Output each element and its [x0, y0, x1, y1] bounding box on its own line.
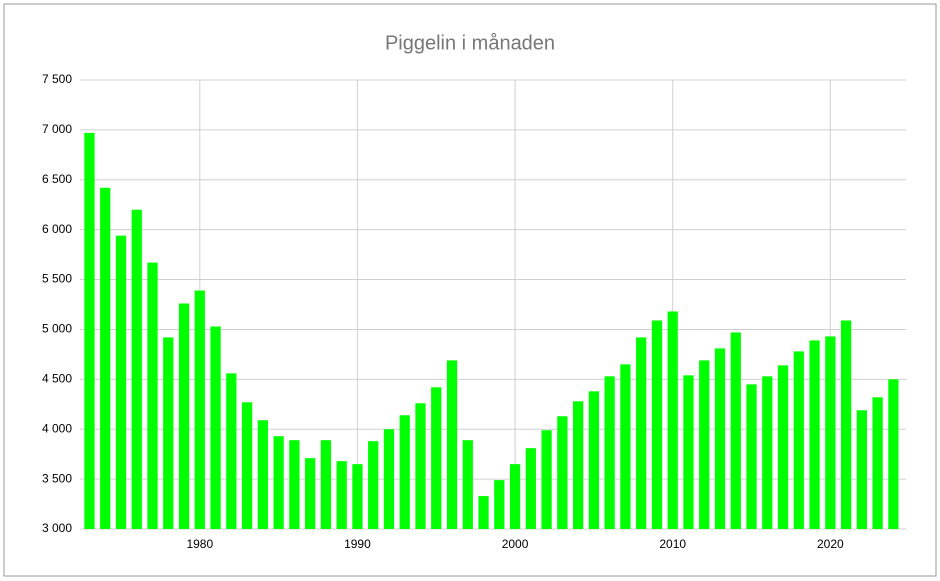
- bar: [194, 290, 205, 529]
- bar: [100, 187, 111, 529]
- bar: [651, 320, 663, 529]
- bar: [557, 416, 568, 529]
- bar: [478, 496, 489, 529]
- y-tick-label: 6 000: [42, 222, 72, 236]
- bar: [383, 429, 395, 529]
- bar: [604, 376, 615, 529]
- bar: [856, 410, 867, 529]
- bar: [793, 351, 804, 529]
- y-tick-label: 3 500: [42, 471, 72, 485]
- bar: [115, 235, 127, 530]
- bar: [226, 373, 237, 529]
- y-tick-label: 5 000: [42, 322, 72, 336]
- bar: [147, 262, 158, 529]
- bar: [777, 365, 789, 529]
- y-tick-label: 6 500: [42, 172, 72, 186]
- bar: [178, 303, 190, 529]
- bar: [352, 464, 363, 529]
- y-tick-label: 5 500: [42, 272, 72, 286]
- bar: [368, 441, 379, 529]
- bar: [494, 480, 505, 529]
- bar: [257, 420, 268, 529]
- bar: [541, 430, 552, 529]
- x-tick-label: 1990: [344, 537, 371, 551]
- bar: [525, 448, 536, 529]
- bar: [241, 402, 253, 529]
- bar: [305, 458, 316, 529]
- bar: [699, 360, 710, 529]
- chart-title: Piggelin i månaden: [385, 32, 555, 54]
- bar: [415, 403, 426, 529]
- bar: [888, 379, 899, 529]
- x-tick-label: 2010: [659, 537, 686, 551]
- bar: [872, 397, 883, 529]
- bar: [399, 415, 410, 529]
- y-tick-label: 3 000: [42, 521, 72, 535]
- bar: [840, 320, 852, 529]
- y-tick-label: 4 000: [42, 421, 72, 435]
- bar: [289, 440, 300, 529]
- x-tick-label: 2020: [817, 537, 844, 551]
- y-tick-label: 7 000: [42, 122, 72, 136]
- bar: [825, 336, 836, 529]
- bar: [762, 376, 773, 529]
- bar: [163, 337, 174, 529]
- bar: [446, 360, 458, 529]
- bar: [730, 332, 741, 529]
- bar: [746, 384, 757, 529]
- bar: [667, 311, 678, 529]
- bar: [84, 132, 95, 530]
- bar: [431, 387, 442, 529]
- bar: [462, 440, 473, 529]
- x-tick-label: 2000: [502, 537, 529, 551]
- x-tick-label: 1980: [186, 537, 213, 551]
- bar: [572, 401, 584, 529]
- y-tick-label: 4 500: [42, 372, 72, 386]
- bar: [683, 375, 694, 529]
- y-tick-label: 7 500: [42, 72, 72, 86]
- bar: [336, 461, 347, 529]
- bar: [210, 326, 221, 529]
- bar: [509, 464, 521, 529]
- bar: [320, 440, 332, 529]
- bar: [636, 337, 647, 529]
- bar: [809, 340, 820, 529]
- bar: [620, 364, 631, 529]
- bar: [131, 209, 142, 529]
- bar: [714, 348, 726, 529]
- bar: [273, 436, 284, 529]
- bar: [588, 391, 600, 529]
